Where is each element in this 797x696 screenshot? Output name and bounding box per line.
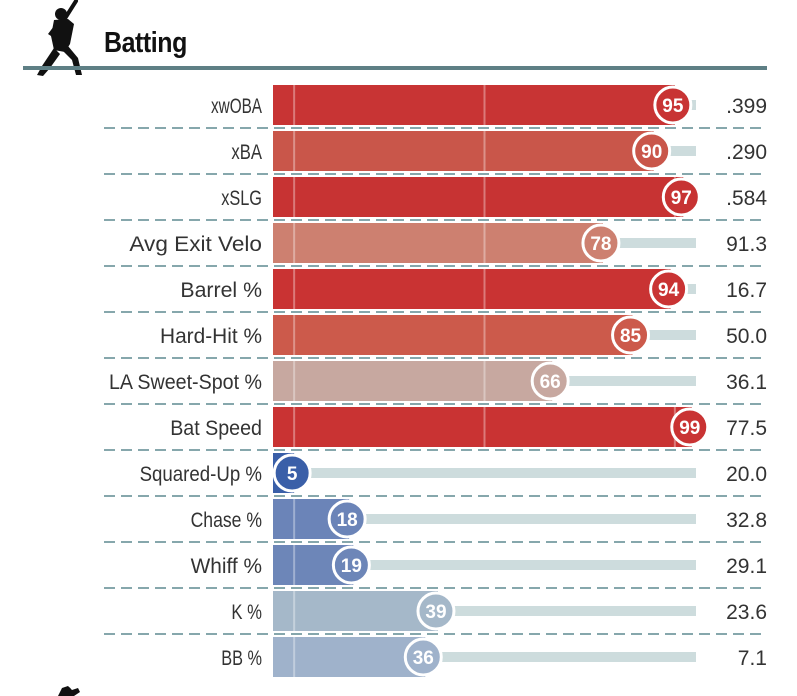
percentile-bubble [272,453,312,493]
metric-value: 77.5 [726,417,767,440]
percentile-label: 95 [662,96,684,117]
metric-label: xBA [231,141,262,164]
metric-label: K % [231,601,262,624]
metric-label: Barrel % [180,279,262,302]
percentile-track [273,468,696,478]
metric-value: 29.1 [726,555,767,578]
percentile-label: 19 [341,556,362,577]
metric-value: .584 [726,187,767,210]
metric-value: 7.1 [738,647,767,670]
percentile-bubble [653,85,693,125]
percentile-bar [273,85,675,125]
metric-label: BB % [221,647,262,670]
metric-value: 91.3 [726,233,767,256]
percentile-bubble [530,361,570,401]
metric-label: LA Sweet-Spot % [109,371,262,394]
metric-label: Chase % [191,509,262,532]
percentile-bubble [403,637,443,677]
section-header: Batting [0,0,797,76]
percentile-label: 99 [679,418,700,439]
percentile-label: 90 [641,142,662,163]
metric-value: 23.6 [726,601,767,624]
metric-label: Hard-Hit % [160,325,262,348]
percentile-bubble [331,545,371,585]
metric-value: .290 [726,141,767,164]
percentile-bar [273,361,553,401]
percentile-bubble [611,315,651,355]
metric-value: 16.7 [726,279,767,302]
metric-value: 32.8 [726,509,767,532]
metric-label: Squared-Up % [140,463,262,486]
percentile-label: 78 [590,234,611,255]
percentile-label: 85 [620,326,642,347]
percentile-bar [273,315,633,355]
percentile-bar [273,131,654,171]
metric-value: 50.0 [726,325,767,348]
metric-value: 36.1 [726,371,767,394]
percentile-bubble [632,131,672,171]
percentile-bubble [581,223,621,263]
metric-value: 20.0 [726,463,767,486]
percentile-bar [273,591,438,631]
header-divider [23,66,767,70]
percentile-bar [273,223,603,263]
metric-label: xwOBA [211,95,262,118]
percentile-label: 66 [540,372,561,393]
pitcher-icon [58,686,80,696]
percentile-track [273,606,696,616]
percentile-label: 36 [413,648,434,669]
metric-label: Bat Speed [170,417,262,440]
percentile-bubble [649,269,689,309]
percentile-label: 18 [337,510,358,531]
metric-value: .399 [726,95,767,118]
metric-label: Whiff % [191,555,262,578]
percentile-track [273,652,696,662]
percentile-bubble [661,177,701,217]
percentile-bubble [327,499,367,539]
percentile-label: 94 [658,280,680,301]
percentile-bar [273,637,426,677]
metric-label: xSLG [221,187,262,210]
percentile-track [273,514,696,524]
percentile-bar [273,407,692,447]
percentile-bar [273,177,684,217]
percentile-bubble [416,591,456,631]
percentile-label: 39 [425,602,446,623]
percentile-track [273,560,696,570]
percentile-label: 97 [671,188,692,209]
percentile-bubble [670,407,710,447]
percentile-label: 5 [287,464,298,485]
percentile-bar [273,269,671,309]
section-title: Batting [104,27,187,59]
metric-label: Avg Exit Velo [129,233,262,256]
